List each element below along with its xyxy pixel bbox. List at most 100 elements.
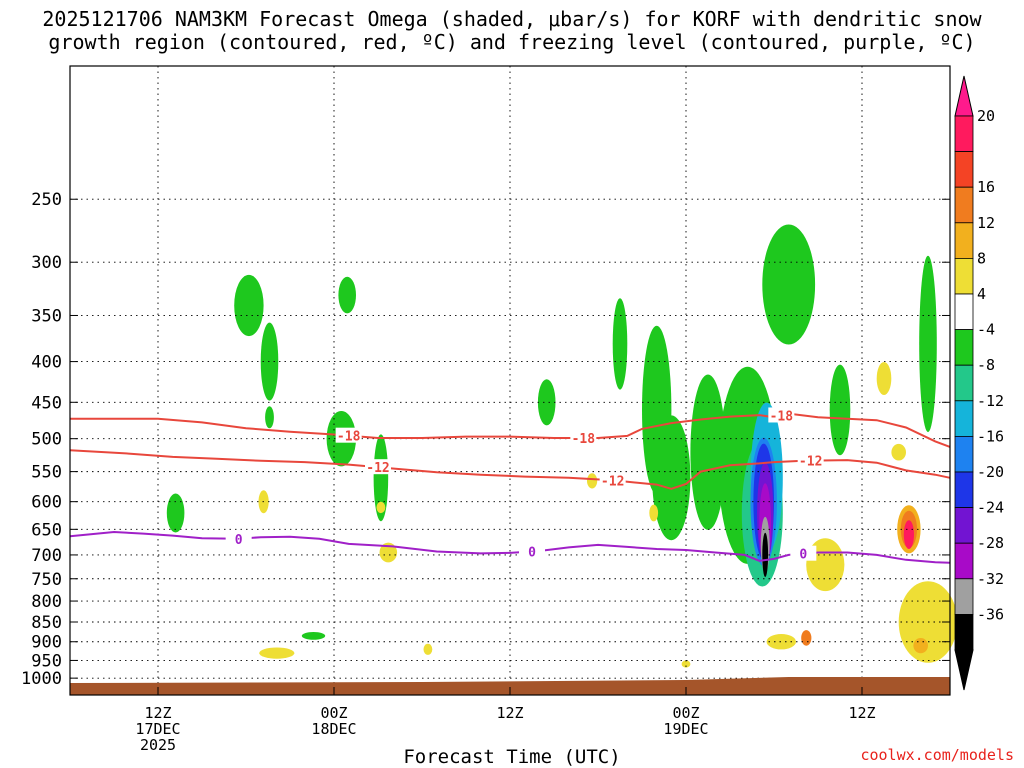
omega-shade-region <box>652 415 691 541</box>
colorbar-swatch <box>954 471 974 508</box>
omega-shade-region <box>376 501 386 514</box>
omega-shade-region <box>234 274 264 337</box>
chart-title-line-2: growth region (contoured, red, ºC) and f… <box>48 30 976 54</box>
omega-shade-region <box>903 520 915 549</box>
colorbar-label: 4 <box>977 285 986 303</box>
colorbar-swatch <box>954 578 974 615</box>
colorbar-label: -28 <box>977 534 1004 552</box>
contour-label-bg <box>768 407 795 423</box>
omega-shade-region <box>373 434 389 522</box>
colorbar-swatch <box>954 614 974 651</box>
omega-shade-region <box>891 443 906 461</box>
y-tick-label: 800 <box>31 592 62 612</box>
contour-label-bg <box>225 530 252 546</box>
y-tick-label: 450 <box>31 393 62 413</box>
chart-title-line-1: 2025121706 NAM3KM Forecast Omega (shaded… <box>42 7 982 31</box>
colorbar-swatch <box>954 222 974 259</box>
colorbar-label: 16 <box>977 178 995 196</box>
colorbar-label: -32 <box>977 570 1004 588</box>
colorbar-top-arrow <box>954 75 974 117</box>
y-tick-label: 950 <box>31 651 62 671</box>
colorbar-swatch <box>954 400 974 437</box>
omega-shade-region <box>762 224 816 345</box>
colorbar-label: -16 <box>977 427 1004 445</box>
colorbar-label: -8 <box>977 356 995 374</box>
y-tick-label: 700 <box>31 546 62 566</box>
omega-shade-region <box>690 374 726 530</box>
omega-shade-region <box>265 406 274 429</box>
omega-shade-region <box>913 638 928 654</box>
x-tick-label: 2025 <box>140 736 176 754</box>
contour-label: -12 <box>799 455 822 470</box>
omega-shade-region <box>766 634 796 650</box>
colorbar-label: -36 <box>977 605 1004 623</box>
omega-shade-region <box>423 643 433 655</box>
x-tick-label: 12Z <box>848 704 875 722</box>
colorbar-label: 12 <box>977 214 995 232</box>
y-tick-label: 300 <box>31 253 62 273</box>
colorbar-swatch <box>954 435 974 473</box>
colorbar: 20 16 12 8 4 -4 -8 -12 -16 -20 -24 -28 -32 -36 <box>954 75 1004 691</box>
y-tick-label: 1000 <box>21 669 62 689</box>
omega-shade-region <box>587 473 598 489</box>
y-tick-label: 350 <box>31 306 62 326</box>
contour-layer: -18 -18 -18 -12 -12 -12 0 0 0 <box>69 407 951 564</box>
contour-line <box>69 449 951 490</box>
colorbar-swatch <box>954 115 974 152</box>
y-tick-label: 750 <box>31 570 62 590</box>
y-tick-label: 500 <box>31 430 62 450</box>
colorbar-bottom-arrow <box>954 649 974 691</box>
y-tick-label: 250 <box>31 190 62 210</box>
source-url[interactable]: coolwx.com/models <box>860 746 1014 764</box>
omega-shade-region <box>649 504 659 522</box>
x-tick-label: 12Z <box>496 704 523 722</box>
x-tick-label: 18DEC <box>311 720 356 738</box>
omega-shade-region <box>338 276 357 314</box>
contour-label-bg <box>797 452 824 468</box>
contour-label: 0 <box>799 548 807 563</box>
y-tick-label: 650 <box>31 520 62 540</box>
omega-shade-region <box>379 542 398 563</box>
colorbar-swatch <box>954 507 974 544</box>
contour-label-bg <box>519 543 545 559</box>
y-tick-label: 550 <box>31 463 62 483</box>
omega-shade-region <box>919 255 937 433</box>
omega-shade-region <box>762 532 769 578</box>
contour-label-bg <box>365 459 391 475</box>
omega-shade-region <box>681 660 691 668</box>
contour-label: -12 <box>366 461 389 476</box>
x-axis-title: Forecast Time (UTC) <box>403 746 621 768</box>
contour-label-bg <box>335 427 362 443</box>
contour-label: -18 <box>770 409 794 424</box>
omega-shade-region <box>537 379 556 426</box>
colorbar-swatch <box>954 186 974 224</box>
contour-label: -12 <box>601 474 624 489</box>
contour-label-bg <box>790 545 817 561</box>
colorbar-swatch <box>954 257 974 295</box>
colorbar-swatch <box>954 293 974 330</box>
colorbar-label: 8 <box>977 249 986 267</box>
x-tick-label: 00Z <box>320 704 347 722</box>
contour-label: 0 <box>528 545 536 560</box>
contour-label-bg <box>570 429 597 445</box>
colorbar-label: 20 <box>977 107 995 125</box>
contour-label: -18 <box>572 432 596 447</box>
omega-shade-region <box>259 647 295 659</box>
omega-shade-region <box>876 362 892 395</box>
omega-shade-region <box>301 632 326 640</box>
ground-layer <box>70 677 950 695</box>
x-tick-label: 19DEC <box>663 720 708 738</box>
omega-shade-region <box>829 364 851 456</box>
colorbar-swatch <box>954 329 974 366</box>
grid-layer <box>70 66 950 695</box>
omega-shade-region <box>166 493 185 533</box>
y-tick-label: 900 <box>31 633 62 653</box>
ground-terrain <box>70 677 950 695</box>
colorbar-swatch <box>954 364 974 402</box>
colorbar-swatch <box>954 151 974 188</box>
y-tick-label: 600 <box>31 493 62 513</box>
omega-shade-region <box>612 298 628 390</box>
colorbar-label: -4 <box>977 321 995 339</box>
